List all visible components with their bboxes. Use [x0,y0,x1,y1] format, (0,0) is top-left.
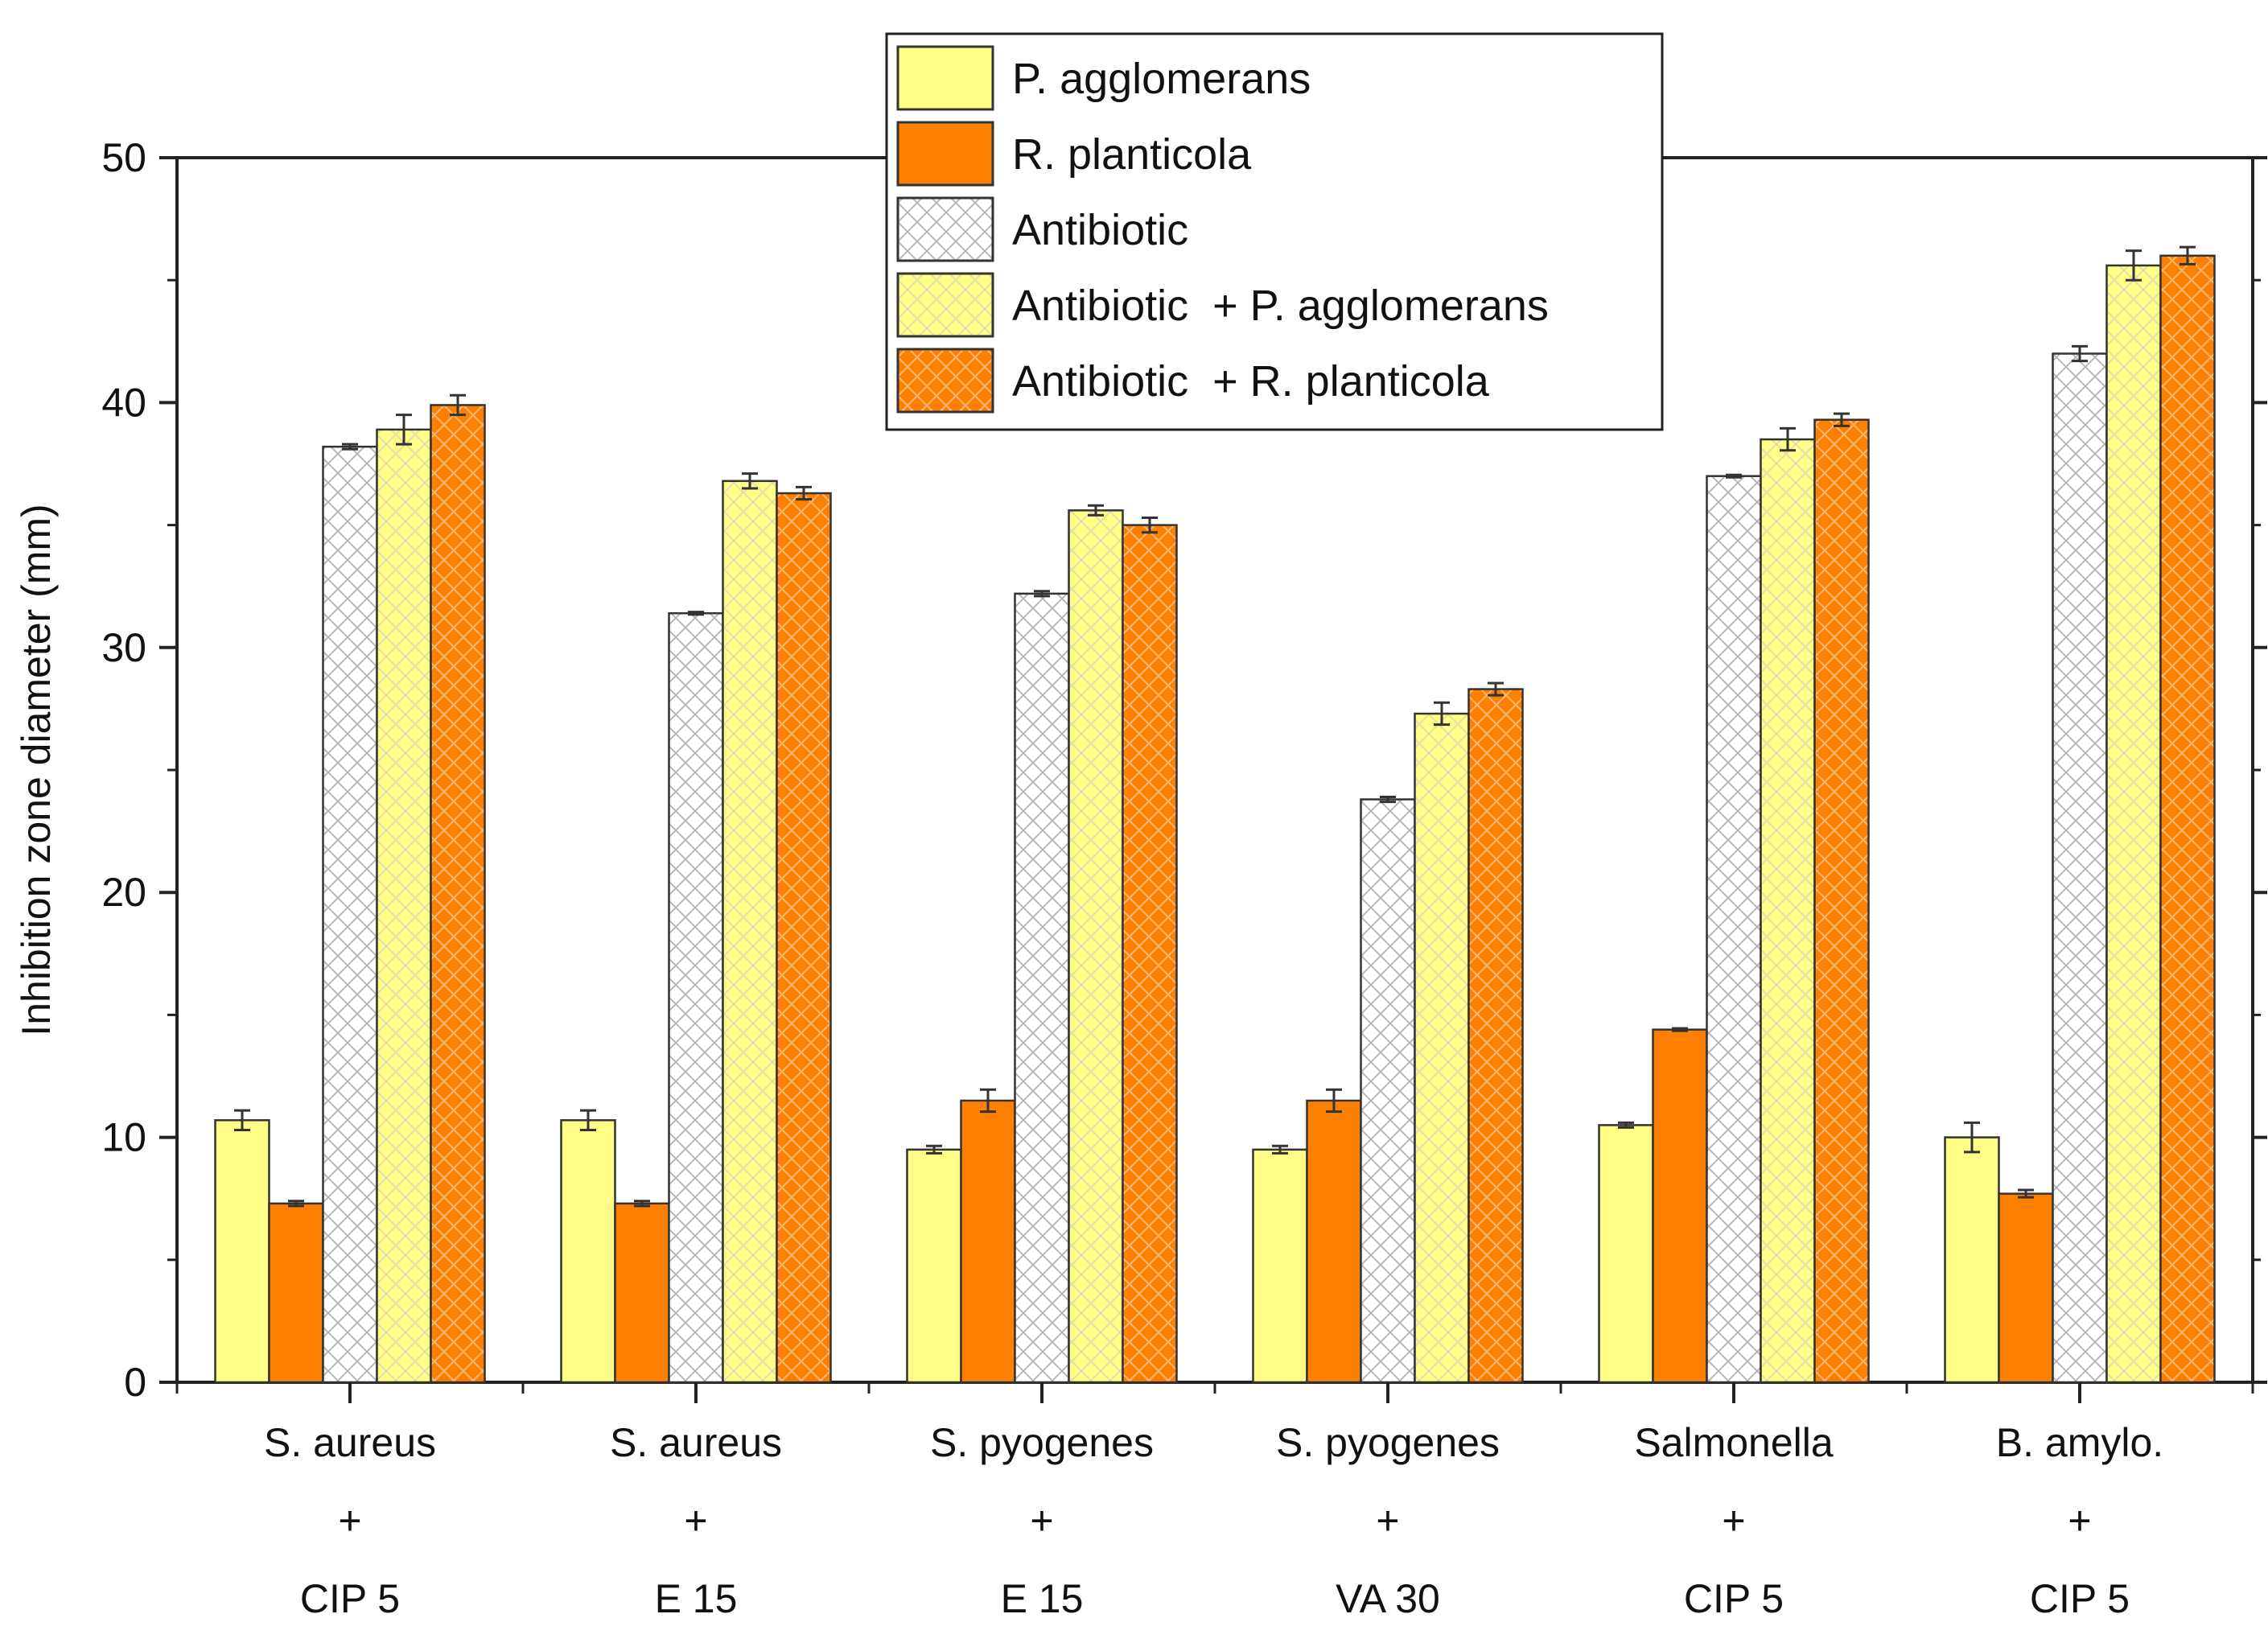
x-category-label: + [1376,1498,1399,1543]
bar [1306,1099,1362,1384]
y-tick-label: 50 [101,135,146,180]
x-category-label: + [1030,1498,1053,1543]
x-category-label: E 15 [1001,1576,1084,1621]
bar [1122,524,1178,1384]
y-tick-label: 30 [101,625,146,670]
bar [722,480,778,1384]
x-category-label: CIP 5 [300,1576,400,1621]
y-tick-label: 20 [101,870,146,915]
y-axis-title: Inhibition zone diameter (mm) [14,504,59,1035]
bar [1360,798,1416,1384]
bar [268,1202,324,1384]
bar [560,1119,616,1384]
bar [1014,592,1070,1384]
bar [1944,1136,2000,1384]
y-tick-label: 40 [101,380,146,425]
bar [1652,1028,1708,1384]
bar [776,492,832,1384]
x-category-label: + [338,1498,361,1543]
bar [430,404,486,1384]
bar [1414,712,1470,1384]
bar [668,611,724,1384]
bar [1252,1148,1308,1384]
x-category-label: + [2068,1498,2091,1543]
bar [322,445,378,1384]
x-category-label: + [1722,1498,1745,1543]
bar [1467,688,1524,1384]
x-category-label: S. pyogenes [1276,1420,1500,1465]
y-tick-label: 0 [124,1360,146,1405]
bar [2105,264,2162,1384]
bar [1813,418,1870,1384]
x-category-label: Salmonella [1634,1420,1834,1465]
bar [1598,1124,1654,1384]
bar [2052,352,2108,1384]
x-category-label: B. amylo. [1996,1420,2163,1465]
bar [1706,475,1762,1384]
bar [906,1148,962,1384]
bar [614,1202,670,1384]
bar [376,428,432,1384]
legend-swatch [896,196,994,262]
legend-label: Antibiotic + P. agglomerans [1012,282,1549,330]
legend-swatch [896,45,994,111]
legend-label: R. planticola [1012,130,1252,179]
bar [960,1099,1016,1384]
bar [2159,254,2216,1384]
bar [1998,1192,2054,1384]
legend-swatch [896,272,994,338]
legend-frame [885,32,1664,431]
legend-swatch [896,348,994,414]
axes-group: 0 10 20 30 40 50 S. aureus + CIP 5 S. aureus + E 15… [14,135,2267,1621]
bars-group [214,245,2216,1384]
y-tick-label: 10 [101,1115,146,1160]
legend-label: Antibiotic [1012,206,1188,254]
bar [1760,438,1816,1384]
legend: P. agglomerans R. planticola Antibiotic Ant… [885,32,1664,431]
legend-label: Antibiotic + R. planticola [1012,357,1490,406]
bar [1068,509,1124,1384]
x-category-label: CIP 5 [1684,1576,1784,1621]
x-category-label: E 15 [655,1576,738,1621]
legend-label: P. agglomerans [1012,55,1311,103]
bar [214,1119,270,1384]
x-category-label: CIP 5 [2030,1576,2130,1621]
x-category-label: S. aureus [264,1420,436,1465]
legend-swatch [896,121,994,187]
x-category-label: + [684,1498,707,1543]
x-category-label: S. pyogenes [930,1420,1154,1465]
x-category-label: S. aureus [610,1420,782,1465]
x-category-label: VA 30 [1336,1576,1440,1621]
